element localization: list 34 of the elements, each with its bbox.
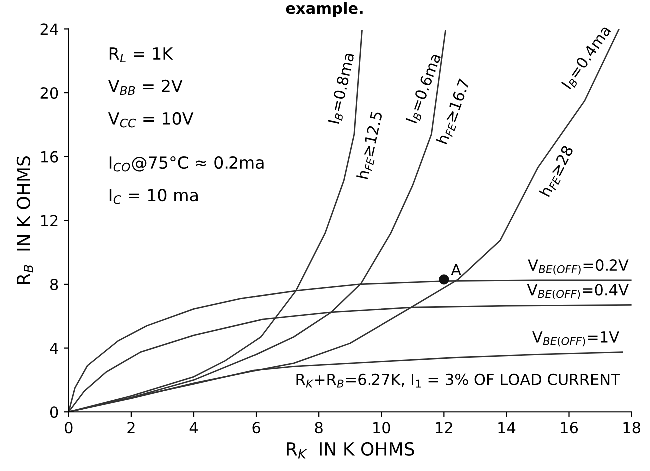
y-tick-label: 20 [40, 87, 58, 100]
series-label: A [451, 264, 462, 276]
annotation: R$_{K}$+R$_{B}$=6.27K, I$_{1}$ = 3% OF LOAD CURRENT [296, 374, 620, 388]
annotation: V$_{BB}$ = 2V [108, 80, 183, 95]
text: I$_{B}$=0.4ma [561, 24, 614, 91]
series-label: V$_{BE(OFF)}$=0.2V [528, 260, 629, 275]
x-tick-label: 12 [436, 422, 452, 434]
x-axis-title: R$_{K}$ IN K OHMS [287, 442, 414, 459]
y-tick-label: 24 [40, 24, 58, 36]
x-tick-label: 8 [315, 422, 323, 434]
annotation: R$_{L}$ = 1K [110, 48, 174, 63]
x-tick-label: 4 [190, 422, 198, 434]
y-tick-label: 12 [41, 215, 58, 226]
y-tick-label: 0 [50, 406, 58, 418]
annotation: V$_{CC}$ = 10V [108, 112, 194, 128]
y-tick-label: 8 [50, 278, 58, 291]
x-tick-label: 18 [624, 422, 640, 434]
y-tick-label: 16 [41, 151, 58, 163]
series-label: V$_{BE(OFF)}$=1V [532, 332, 620, 347]
text: example. [286, 2, 363, 18]
x-tick-label: 6 [252, 422, 260, 434]
x-tick-label: 14 [498, 422, 516, 434]
annotation: I$_{C}$ = 10 ma [110, 189, 198, 204]
annotation: h$_{FE}$≥28 [539, 144, 576, 198]
x-tick-label: 0 [65, 422, 73, 434]
x-tick-label: 16 [561, 422, 578, 434]
x-tick-label: 10 [374, 422, 390, 434]
x-tick-label: 2 [128, 422, 135, 434]
annotation: h$_{FE}$≥12.5 [356, 111, 385, 180]
y-axis-title: R$_{B}$ IN K OHMS [16, 156, 34, 284]
text: I$_{B}$=0.8ma [328, 52, 357, 125]
annotation: I$_{CO}$@75°C ≈ 0.2ma [110, 156, 264, 172]
y-tick-label: 4 [50, 342, 58, 354]
series-label: V$_{BE(OFF)}$=0.4V [527, 284, 629, 300]
